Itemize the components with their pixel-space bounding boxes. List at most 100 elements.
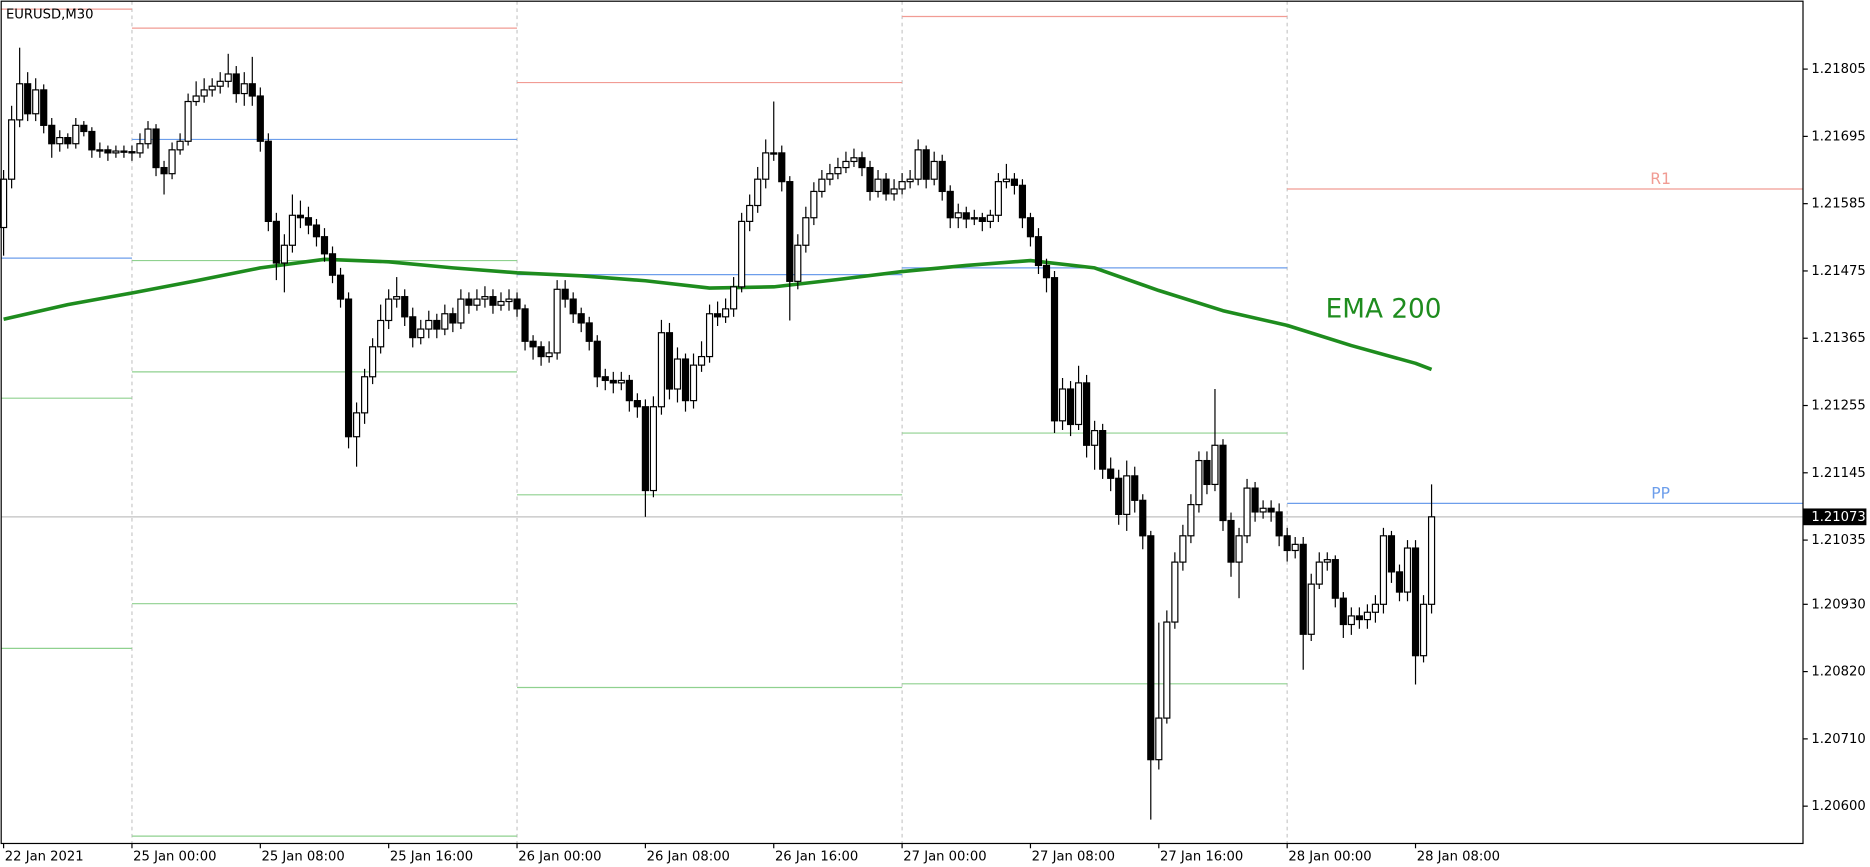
candle-body (1267, 507, 1275, 513)
candle-body (136, 143, 144, 154)
axes: 1.21805 1.21695 1.21585 1.21475 1.21365 1.212… (3, 62, 1867, 865)
candle-body (1074, 382, 1083, 426)
candle-body (336, 274, 345, 300)
candle-body (930, 160, 938, 180)
last-price-tag (1803, 508, 1867, 526)
candle-body (1283, 535, 1291, 552)
candle-body (312, 224, 321, 238)
candle-body (385, 298, 393, 322)
candle-body (144, 128, 152, 145)
candle-body (722, 308, 730, 318)
candle-body (160, 166, 168, 175)
candle-body (978, 217, 986, 223)
candle-body (1115, 477, 1123, 515)
candle-body (80, 124, 88, 133)
candle-body (521, 308, 529, 342)
candle-body (1363, 611, 1371, 621)
candle-body (681, 358, 690, 402)
plot-marks: EMA 200 (0, 47, 1442, 820)
candle-body (665, 332, 674, 390)
candle-body (962, 212, 970, 220)
candle-body (713, 313, 722, 318)
x-tick-label: 25 Jan 00:00 (133, 850, 216, 865)
candle-body (264, 140, 272, 223)
candle-body (240, 83, 248, 95)
candle-body (1123, 475, 1131, 515)
candle-body (352, 412, 361, 438)
candle-body (1211, 444, 1219, 486)
candle-body (361, 376, 369, 414)
candle-body (409, 316, 417, 339)
candle-body (1411, 547, 1420, 657)
candle-body (754, 178, 762, 207)
candle-body (56, 137, 64, 145)
candle-body (433, 319, 441, 330)
y-tick-label: 1.20820 (1811, 665, 1865, 680)
candle-body (1034, 236, 1043, 267)
x-tick-label: 27 Jan 16:00 (1160, 850, 1243, 865)
chart-title: EURUSD,M30 (6, 7, 93, 22)
candle-body (553, 288, 561, 354)
candle-body (16, 83, 24, 121)
candle-body (585, 322, 593, 342)
candle-body (1163, 621, 1171, 719)
candle-body (1275, 511, 1283, 537)
candle-body (537, 346, 545, 358)
ema-label: EMA 200 (1326, 294, 1442, 324)
x-tick-label: 26 Jan 16:00 (775, 850, 858, 865)
candle-body (176, 140, 184, 151)
candle-body (1026, 217, 1035, 238)
candle-body (1219, 444, 1227, 522)
candle-body (1259, 507, 1267, 513)
candle-body (1147, 535, 1155, 761)
candle-body (577, 313, 585, 324)
candle-body (746, 204, 754, 223)
candle-body (280, 244, 288, 264)
candle-body (1139, 499, 1147, 537)
candle-body (64, 137, 72, 145)
candle-body (810, 190, 818, 219)
candle-body (88, 130, 96, 151)
candle-body (401, 296, 409, 318)
x-tick-label: 25 Jan 16:00 (390, 850, 473, 865)
candle-body (296, 214, 305, 219)
candle-body (898, 181, 906, 190)
candle-body (850, 157, 858, 163)
y-tick-label: 1.20710 (1811, 732, 1865, 747)
candle-body (473, 298, 481, 306)
x-tick-label: 26 Jan 08:00 (647, 850, 730, 865)
candle-body (1203, 459, 1211, 486)
pivot-label: R1 (1650, 170, 1671, 188)
candle-body (1315, 561, 1323, 585)
candle-body (1419, 603, 1428, 657)
candle-body (112, 150, 120, 154)
candle-body (818, 178, 826, 193)
candle-body (657, 332, 666, 408)
candle-body (1323, 559, 1331, 563)
candle-body (762, 152, 770, 180)
candle-body (545, 352, 553, 358)
candle-body (8, 119, 16, 180)
candle-body (1235, 535, 1243, 563)
candle-body (465, 298, 473, 306)
candle-body (561, 288, 569, 300)
candle-body (609, 379, 617, 384)
candle-body (1131, 475, 1139, 501)
candle-body (730, 286, 738, 310)
candle-body (208, 85, 216, 91)
candle-body (224, 73, 232, 82)
x-tick-label: 26 Jan 00:00 (518, 850, 601, 865)
candle-body (168, 149, 176, 175)
candle-body (48, 124, 56, 145)
candle-body (786, 181, 794, 282)
y-tick-label: 1.21035 (1811, 533, 1865, 548)
candle-body (994, 181, 1002, 216)
candle-body (32, 89, 40, 115)
candle-body (738, 220, 746, 288)
candle-body (1427, 516, 1436, 605)
candle-body (1291, 543, 1299, 552)
pivot-label: PP (1651, 484, 1670, 502)
candle-body (1171, 561, 1179, 623)
candle-body (617, 379, 625, 384)
candle-body (866, 166, 874, 193)
